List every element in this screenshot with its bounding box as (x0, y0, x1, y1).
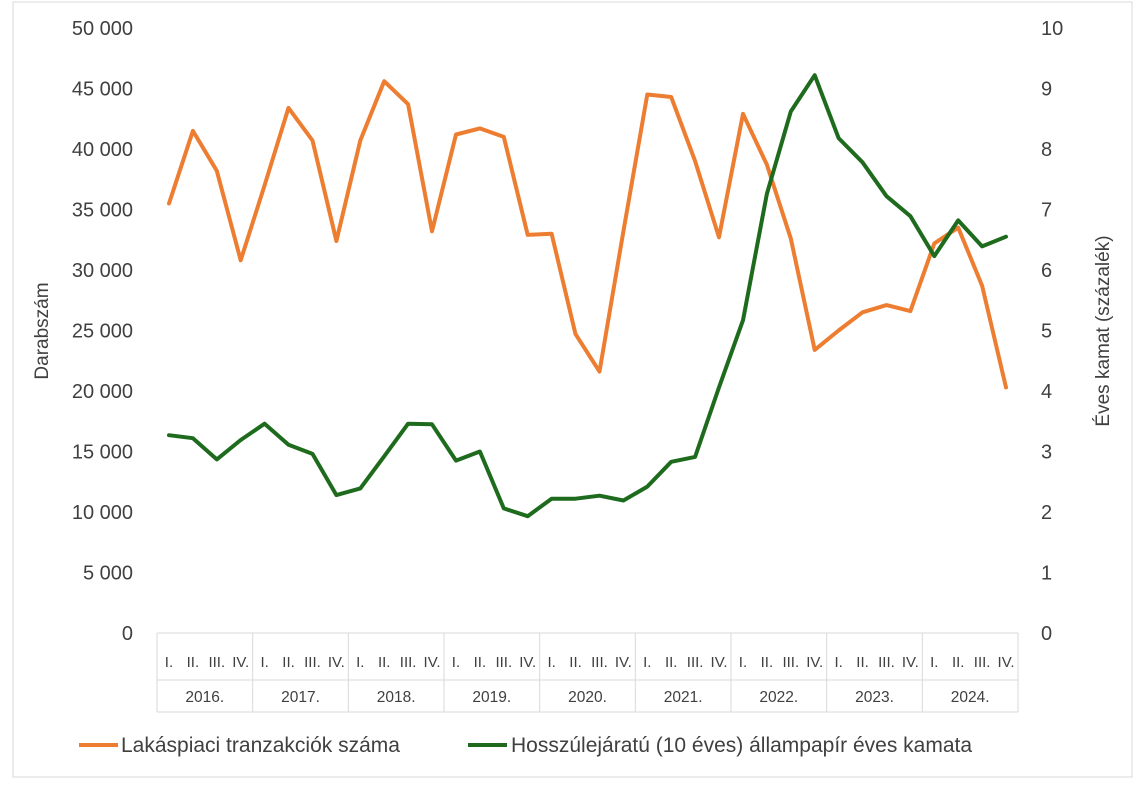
right-tick-label: 3 (1041, 442, 1052, 464)
right-tick-label: 8 (1041, 139, 1052, 161)
series-line-transactions (167, 79, 1008, 390)
right-tick-label: 5 (1041, 321, 1052, 343)
right-tick-label: 0 (1041, 623, 1052, 645)
left-tick-label: 40 000 (72, 139, 133, 161)
quarter-label: IV. (902, 654, 919, 671)
left-tick-label: 0 (122, 623, 133, 645)
left-tick-label: 20 000 (72, 381, 133, 403)
year-label: 2016. (185, 689, 224, 706)
year-label: 2024. (951, 689, 990, 706)
quarter-label: I. (643, 654, 651, 671)
quarter-label: III. (495, 654, 512, 671)
quarter-label: III. (782, 654, 799, 671)
legend-label-transactions: Lakáspiaci tranzakciók száma (121, 734, 400, 757)
quarter-label: III. (974, 654, 991, 671)
quarter-label: IV. (998, 654, 1015, 671)
year-label: 2019. (472, 689, 511, 706)
year-label: 2017. (281, 689, 320, 706)
quarter-label: I. (547, 654, 555, 671)
series-lines (167, 73, 1008, 519)
legend-label-yield: Hosszúlejáratú (10 éves) állampapír éves… (511, 734, 972, 757)
quarter-label: IV. (328, 654, 345, 671)
quarter-label: I. (356, 654, 364, 671)
left-tick-label: 50 000 (72, 18, 133, 40)
left-tick-label: 45 000 (72, 79, 133, 101)
quarter-label: III. (400, 654, 417, 671)
right-tick-label: 10 (1041, 18, 1063, 40)
left-tick-label: 10 000 (72, 502, 133, 524)
quarter-label: IV. (232, 654, 249, 671)
left-axis-ticks: 0 5 000 10 000 15 000 20 000 25 000 30 000 35 0… (72, 18, 133, 645)
legend: Lakáspiaci tranzakciók száma Hosszúlejár… (79, 734, 972, 757)
quarter-label: II. (378, 654, 391, 671)
right-axis-title: Éves kamat (százalék) (1093, 235, 1114, 426)
quarter-label: II. (665, 654, 678, 671)
quarter-label: I. (930, 654, 938, 671)
quarter-label: IV. (806, 654, 823, 671)
quarter-label: I. (834, 654, 842, 671)
left-axis-title: Darabszám (32, 282, 53, 379)
quarter-label: I. (739, 654, 747, 671)
right-tick-label: 4 (1041, 381, 1052, 403)
right-tick-label: 1 (1041, 563, 1052, 585)
quarter-label: II. (282, 654, 295, 671)
right-axis-ticks: 0 1 2 3 4 5 6 7 8 9 10 (1041, 18, 1063, 645)
left-tick-label: 30 000 (72, 260, 133, 282)
quarter-label: IV. (711, 654, 728, 671)
left-tick-label: 15 000 (72, 442, 133, 464)
right-tick-label: 2 (1041, 502, 1052, 524)
x-axis: I. II. III. IV. 2016. I. II. III. IV. 2017. I. II. I… (156, 632, 1019, 713)
quarter-label: II. (187, 654, 200, 671)
quarter-label: II. (569, 654, 582, 671)
right-tick-label: 7 (1041, 200, 1052, 222)
quarter-label: IV. (424, 654, 441, 671)
quarter-label: I. (165, 654, 173, 671)
year-label: 2023. (855, 689, 894, 706)
left-tick-label: 25 000 (72, 321, 133, 343)
left-tick-label: 5 000 (83, 563, 133, 585)
quarter-label: II. (761, 654, 774, 671)
year-label: 2020. (568, 689, 607, 706)
quarter-label: III. (687, 654, 704, 671)
year-label: 2022. (759, 689, 798, 706)
year-label: 2021. (664, 689, 703, 706)
quarter-label: IV. (519, 654, 536, 671)
left-tick-label: 35 000 (72, 200, 133, 222)
quarter-label: II. (856, 654, 869, 671)
right-tick-label: 9 (1041, 79, 1052, 101)
right-tick-label: 6 (1041, 260, 1052, 282)
quarter-label: I. (260, 654, 268, 671)
quarter-label: III. (878, 654, 895, 671)
quarter-label: III. (304, 654, 321, 671)
quarter-label: III. (208, 654, 225, 671)
quarter-label: III. (591, 654, 608, 671)
quarter-label: I. (452, 654, 460, 671)
quarter-label: II. (952, 654, 965, 671)
series-line-yield (167, 73, 1008, 519)
quarter-label: IV. (615, 654, 632, 671)
chart-border (12, 1, 1133, 778)
year-label: 2018. (377, 689, 416, 706)
quarter-label: II. (474, 654, 487, 671)
